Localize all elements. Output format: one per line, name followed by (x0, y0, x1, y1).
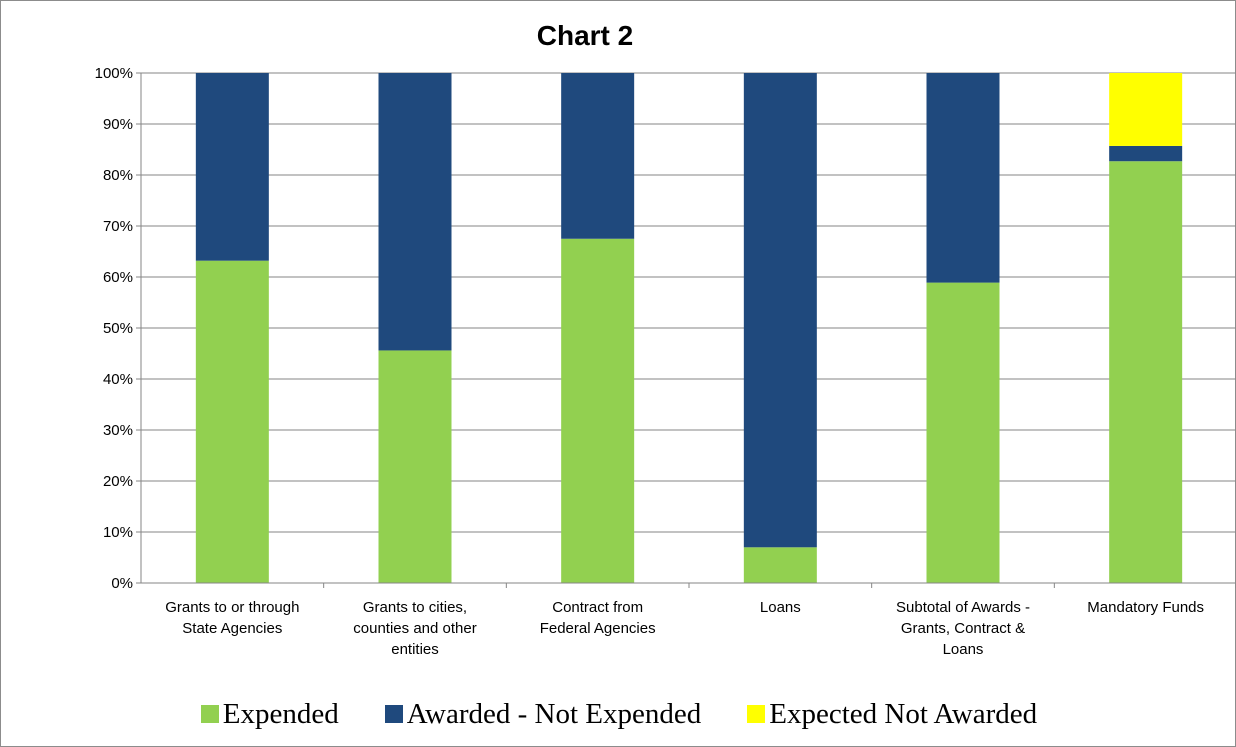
bars (195, 73, 1183, 584)
y-tick-label: 10% (103, 524, 133, 541)
bar-segment (378, 73, 452, 351)
bar-segment (1109, 145, 1183, 162)
bar-segment (926, 282, 1000, 583)
x-tick-label: Mandatory Funds (1087, 599, 1204, 616)
legend: Expended Awarded - Not Expended Expected N… (1, 694, 1236, 734)
x-tick-label: Grants to cities, counties and other entit… (353, 599, 476, 658)
gridlines (141, 72, 1236, 533)
bar-segment (195, 73, 269, 261)
legend-label: Expected Not Awarded (769, 697, 1038, 730)
y-tick-label: 50% (103, 320, 133, 337)
bar-segment (195, 260, 269, 583)
legend-item: Awarded - Not Expended (384, 697, 702, 731)
x-tick-label: Grants to or through State Agencies (165, 599, 299, 637)
axis-labels: 0% 10% 20% 30% 40% 50% 60% 70% 80% 90% 100% Grants … (95, 65, 1204, 658)
legend-item: Expected Not Awarded (747, 698, 1037, 731)
legend-swatch (747, 705, 766, 723)
y-tick-label: 100% (95, 65, 133, 82)
legend-label: Awarded - Not Expended (406, 697, 702, 730)
axes (136, 72, 1236, 588)
x-tick-label: Loans (760, 599, 801, 616)
legend-item: Expended (200, 697, 339, 731)
y-tick-label: 70% (103, 218, 133, 235)
bar-segment (561, 238, 635, 583)
bar-segment (561, 73, 635, 239)
bar-segment (743, 73, 817, 548)
y-tick-label: 0% (111, 575, 133, 592)
y-tick-label: 80% (103, 167, 133, 184)
legend-swatch (384, 705, 403, 723)
bar-segment (743, 547, 817, 583)
chart-title: Chart 2 (537, 20, 633, 51)
x-tick-label: Contract from Federal Agencies (540, 599, 656, 637)
legend-label: Expended (222, 697, 339, 730)
y-tick-label: 20% (103, 473, 133, 490)
bar-segment (1109, 161, 1183, 584)
y-tick-label: 40% (103, 371, 133, 388)
y-tick-label: 60% (103, 269, 133, 286)
bar-segment (926, 73, 1000, 283)
bar-segment (378, 350, 452, 583)
y-tick-label: 30% (103, 422, 133, 439)
legend-swatch (200, 705, 219, 723)
bar-segment (1109, 73, 1183, 146)
x-tick-label: Subtotal of Awards -Grants, Contract & Lo… (896, 599, 1030, 658)
stacked-bar-chart: Chart 2 0% 10% 20% 30% 40% 50% 60% 70% 80% 90% 100… (95, 20, 1236, 658)
y-tick-label: 90% (103, 116, 133, 133)
